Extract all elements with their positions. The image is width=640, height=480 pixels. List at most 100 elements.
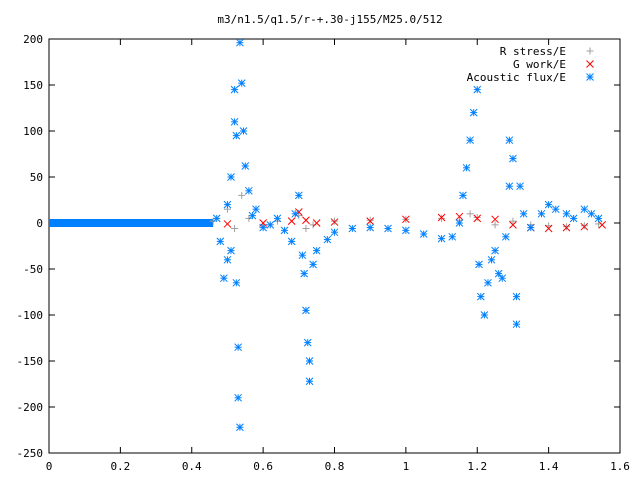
data-point-series-2	[223, 255, 232, 264]
data-point-series-0	[491, 221, 499, 229]
legend-label: G work/E	[513, 58, 566, 71]
data-point-series-2	[312, 246, 321, 255]
data-point-series-1	[455, 212, 464, 221]
data-point-series-2	[236, 38, 244, 47]
data-point-series-2	[587, 209, 596, 218]
data-point-series-0	[302, 225, 310, 233]
data-point-series-2	[494, 269, 503, 278]
data-point-series-2	[551, 205, 560, 214]
data-point-series-2	[330, 228, 339, 237]
data-point-series-2	[498, 274, 507, 283]
data-point-series-2	[216, 237, 225, 246]
legend-label: Acoustic flux/E	[467, 71, 566, 84]
data-point-series-2	[526, 223, 535, 232]
data-point-series-2	[569, 214, 578, 223]
data-point-series-2	[475, 260, 483, 269]
data-point-series-2	[220, 274, 228, 283]
data-marks	[49, 38, 607, 432]
data-point-series-1	[562, 223, 571, 232]
data-point-series-1	[509, 220, 517, 229]
data-point-series-0	[438, 214, 446, 222]
data-point-series-2	[227, 246, 235, 255]
data-point-series-2	[291, 209, 300, 218]
data-point-series-2	[232, 131, 241, 140]
data-point-series-2	[466, 136, 474, 145]
data-point-series-1	[491, 215, 499, 224]
data-point-series-2	[237, 79, 246, 88]
y-tick-label: 150	[23, 79, 43, 92]
data-point-series-0	[473, 213, 481, 221]
data-point-series-2	[473, 85, 482, 94]
data-point-series-2	[309, 260, 317, 269]
x-tick-label: 0.6	[253, 460, 273, 473]
data-point-series-2	[252, 205, 260, 214]
data-point-series-2	[273, 214, 282, 223]
data-point-series-1	[473, 214, 482, 223]
data-point-series-1	[580, 222, 589, 231]
data-point-series-2	[280, 226, 289, 235]
data-point-series-2	[455, 219, 464, 227]
data-point-series-2	[384, 224, 392, 233]
data-point-series-2	[266, 220, 275, 229]
data-point-series-1	[598, 220, 607, 229]
data-point-series-2	[234, 393, 242, 402]
data-point-series-2	[512, 292, 521, 301]
data-point-series-2	[476, 292, 485, 301]
data-point-series-2	[580, 205, 589, 214]
data-point-series-2	[402, 226, 410, 235]
data-point-series-0	[209, 217, 217, 225]
x-tick-label: 1.6	[610, 460, 630, 473]
data-point-series-2	[516, 182, 524, 191]
data-point-series-1	[402, 215, 410, 224]
y-tick-label: -150	[17, 355, 44, 368]
y-tick-label: -50	[23, 263, 43, 276]
data-point-series-0	[466, 210, 474, 218]
data-point-series-2	[509, 154, 517, 163]
data-point-series-2	[544, 200, 553, 209]
data-point-series-2	[239, 127, 248, 135]
data-point-series-2	[287, 237, 296, 246]
axes: 0 0.2 0.4 0.6 0.8 1 1.2 1.4 1.6 200 150 100 50 0 -50 -1…	[17, 33, 630, 473]
y-tick-label: 200	[23, 33, 43, 46]
y-tick-label: 0	[36, 217, 43, 230]
data-point-series-1	[330, 218, 339, 226]
data-point-series-0	[245, 214, 253, 222]
legend-marker-0	[586, 47, 594, 55]
data-point-series-2	[303, 338, 312, 347]
data-point-series-2	[366, 223, 375, 232]
data-point-series-2	[244, 186, 253, 195]
data-point-series-2	[419, 230, 428, 238]
x-tick-label: 1	[403, 460, 410, 473]
data-point-series-2	[302, 306, 310, 315]
x-tick-label: 1.4	[539, 460, 559, 473]
data-point-series-0	[331, 217, 338, 225]
x-tick-label: 0.4	[182, 460, 202, 473]
data-point-series-2	[241, 162, 250, 170]
data-point-series-2	[323, 235, 332, 244]
y-tick-label: -250	[17, 447, 44, 460]
data-point-series-2	[300, 269, 309, 278]
data-point-series-2	[484, 278, 492, 287]
data-point-series-2	[227, 173, 235, 181]
data-point-series-2	[512, 320, 521, 329]
data-point-series-2	[230, 85, 239, 94]
data-point-series-2	[232, 278, 241, 287]
x-tick-label: 0	[46, 460, 53, 473]
data-point-series-2	[348, 224, 357, 233]
data-point-series-2	[437, 234, 446, 243]
data-point-series-2	[487, 255, 496, 264]
x-tick-label: 0.2	[110, 460, 130, 473]
data-point-series-2	[248, 211, 257, 220]
chart-title: m3/n1.5/q1.5/r-+.30-j155/M25.0/512	[217, 13, 442, 26]
legend-label: R stress/E	[500, 45, 566, 58]
data-point-series-0	[562, 223, 570, 231]
legend-marker-1	[586, 60, 594, 68]
x-tick-label: 0.8	[325, 460, 345, 473]
data-point-series-2	[480, 311, 489, 319]
data-point-series-0	[509, 217, 517, 225]
x-tick-label: 1.2	[467, 460, 487, 473]
data-point-series-2	[305, 377, 314, 386]
data-point-series-0	[580, 222, 588, 230]
y-tick-label: -200	[17, 401, 44, 414]
